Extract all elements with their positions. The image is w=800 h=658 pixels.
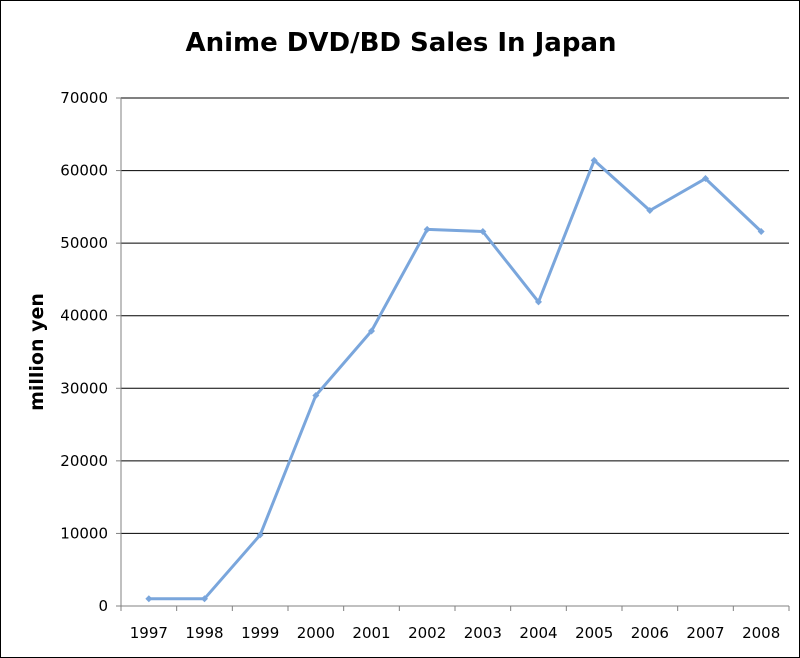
y-tick-label: 30000 <box>60 379 108 397</box>
chart-title: Anime DVD/BD Sales In Japan <box>185 28 616 58</box>
data-point-marker <box>423 225 431 233</box>
y-axis-label: million yen <box>26 293 48 411</box>
x-tick-label: 2006 <box>631 624 669 642</box>
x-tick-label: 2000 <box>297 624 335 642</box>
data-series <box>145 156 765 603</box>
x-tick-label: 2002 <box>408 624 446 642</box>
axes <box>116 97 790 611</box>
data-point-marker <box>535 298 542 306</box>
data-point-marker <box>479 228 487 236</box>
data-point-marker <box>312 392 320 400</box>
data-point-marker <box>368 327 375 335</box>
y-tick-label: 10000 <box>60 524 108 542</box>
gridlines <box>121 97 789 534</box>
x-tick-label: 1997 <box>130 624 168 642</box>
y-tick-label: 20000 <box>60 452 108 470</box>
x-tick-label: 2004 <box>519 624 557 642</box>
data-point-marker <box>590 156 598 164</box>
data-point-marker <box>256 531 264 539</box>
x-tick-label: 2003 <box>464 624 502 642</box>
y-tick-labels: 0 10000 20000 30000 40000 50000 60000 70000 <box>60 89 108 615</box>
data-point-marker <box>757 228 765 236</box>
x-tick-label: 2008 <box>742 624 780 642</box>
y-tick-label: 70000 <box>60 89 108 107</box>
x-tick-labels: 1997 1998 1999 2000 2001 2002 2003 2004 2005 2006… <box>130 624 781 642</box>
x-tick-label: 1999 <box>241 624 279 642</box>
x-tick-label: 1998 <box>185 624 223 642</box>
y-tick-label: 50000 <box>60 234 108 252</box>
series-line <box>148 158 763 601</box>
data-point-marker <box>646 206 654 214</box>
data-point-marker <box>201 595 208 603</box>
y-tick-label: 60000 <box>60 162 108 180</box>
x-tick-label: 2001 <box>352 624 390 642</box>
y-tick-label: 40000 <box>60 307 108 325</box>
x-tick-label: 2005 <box>575 624 613 642</box>
data-point-marker <box>702 175 709 183</box>
y-tick-label: 0 <box>98 597 108 615</box>
x-tick-label: 2007 <box>686 624 724 642</box>
data-point-marker <box>145 595 153 603</box>
